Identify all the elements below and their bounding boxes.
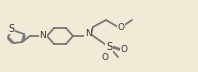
Text: S: S <box>106 42 112 52</box>
Text: O: O <box>102 53 109 62</box>
Text: O: O <box>121 46 128 55</box>
Text: N: N <box>85 30 91 39</box>
Text: S: S <box>8 24 14 34</box>
Text: O: O <box>117 22 125 32</box>
Text: N: N <box>40 32 46 40</box>
